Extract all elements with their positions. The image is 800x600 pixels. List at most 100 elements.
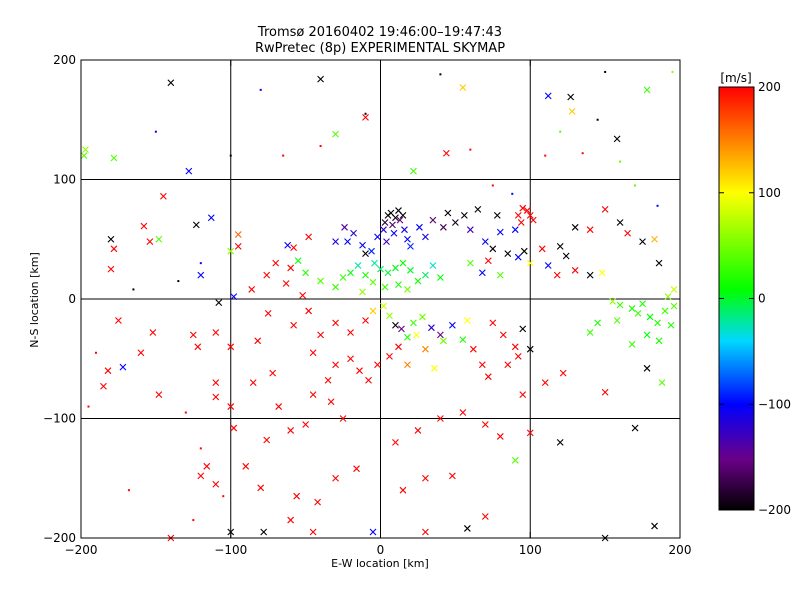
data-point-x-marker [82, 146, 89, 154]
data-point-x-marker [664, 293, 672, 300]
colorbar-tick-label: −100 [758, 397, 791, 411]
data-point-x-marker [369, 307, 377, 315]
data-point-x-marker [481, 513, 489, 520]
data-point-x-marker [511, 343, 519, 351]
data-point-x-marker [212, 329, 220, 336]
data-point-x-marker [332, 238, 339, 246]
data-point-x-marker [422, 233, 429, 241]
data-point-x-marker [429, 216, 437, 224]
y-axis-ticks: −200 −100 0 100 200 [43, 53, 680, 545]
data-point-x-marker [287, 516, 295, 524]
data-point-x-marker [242, 462, 250, 470]
data-point-x-marker [317, 277, 324, 285]
data-point-x-marker [484, 257, 492, 265]
y-tick-label: 0 [68, 292, 76, 306]
data-point-x-marker [478, 361, 486, 369]
data-point-x-marker [107, 265, 115, 273]
data-point-x-marker [254, 337, 262, 345]
data-point-x-marker [227, 247, 235, 255]
y-axis-label: N-S location [km] [28, 252, 41, 348]
data-point-x-marker [107, 235, 115, 243]
data-point-x-marker [302, 421, 310, 428]
data-point-x-marker [568, 107, 576, 115]
data-point-x-marker [661, 307, 669, 315]
data-point-x-marker [260, 528, 268, 536]
data-point-x-marker [499, 331, 507, 339]
data-point-x-marker [354, 262, 362, 269]
data-point-dot [559, 130, 562, 133]
data-point-x-marker [389, 221, 396, 229]
colorbar-tick-label: −200 [758, 503, 791, 517]
x-tick-label: 200 [669, 543, 692, 557]
data-point-dot [94, 351, 97, 354]
data-point-x-marker [332, 130, 339, 138]
data-point-x-marker [624, 229, 631, 237]
data-point-x-marker [556, 439, 564, 446]
data-point-x-marker [332, 283, 339, 291]
data-point-x-marker [399, 486, 407, 494]
plot-area: −200 −100 0 100 200 −200 −100 0 100 200 [43, 53, 691, 557]
data-point-x-marker [437, 274, 444, 281]
data-point-dot [282, 154, 285, 157]
data-point-x-marker [344, 238, 351, 246]
data-point-x-marker [643, 86, 651, 94]
data-point-x-marker [519, 325, 527, 333]
data-point-x-marker [339, 274, 347, 281]
data-point-x-marker [356, 367, 363, 375]
data-point-x-marker [514, 352, 522, 360]
data-point-x-marker [553, 271, 561, 279]
data-point-x-marker [504, 250, 512, 257]
data-point-x-marker [212, 393, 220, 401]
data-point-x-marker [293, 492, 301, 500]
data-point-x-marker [369, 278, 377, 286]
data-point-x-marker [309, 391, 317, 398]
data-point-x-marker [598, 269, 606, 277]
data-point-x-marker [443, 149, 450, 157]
data-point-x-marker [263, 436, 271, 444]
data-point-x-marker [658, 379, 666, 387]
data-point-x-marker [137, 349, 145, 357]
data-point-x-marker [230, 293, 238, 300]
data-point-x-marker [544, 262, 552, 269]
data-point-x-marker [451, 219, 459, 226]
data-point-x-marker [586, 226, 594, 234]
data-point-x-marker [567, 93, 575, 101]
data-point-x-marker [386, 312, 393, 320]
data-point-x-marker [643, 364, 651, 372]
data-point-x-marker [628, 341, 636, 348]
data-point-x-marker [192, 221, 200, 229]
data-point-x-marker [287, 264, 295, 272]
data-point-x-marker [341, 223, 348, 231]
data-point-x-marker [511, 456, 519, 464]
data-point-x-marker [404, 361, 411, 369]
data-point-x-marker [264, 309, 272, 317]
colorbar-label: [m/s] [720, 71, 751, 85]
data-point-x-marker [496, 271, 504, 279]
data-point-x-marker [404, 286, 411, 293]
x-tick-label: 100 [519, 543, 542, 557]
data-point-x-marker [440, 337, 447, 345]
data-point-x-marker [519, 204, 527, 212]
data-point-x-marker [407, 266, 414, 274]
data-point-x-marker [104, 367, 112, 375]
data-point-x-marker [459, 409, 467, 416]
data-point-x-marker [149, 329, 157, 336]
data-point-x-marker [422, 345, 429, 353]
data-point-x-marker [212, 379, 220, 387]
data-point-x-marker [362, 317, 369, 324]
data-point-x-marker [429, 262, 437, 269]
data-point-x-marker [631, 424, 639, 432]
data-point-x-marker [347, 355, 354, 363]
data-point-x-marker [317, 331, 324, 339]
data-point-x-marker [309, 528, 317, 536]
data-point-x-marker [159, 192, 167, 200]
data-point-x-marker [601, 388, 609, 396]
data-point-x-marker [484, 373, 492, 381]
data-point-x-marker [299, 292, 307, 299]
data-point-x-marker [463, 525, 471, 532]
y-tick-label: 200 [53, 53, 76, 67]
data-point-x-marker [414, 427, 422, 434]
data-point-x-marker [381, 219, 389, 226]
data-point-x-marker [556, 243, 564, 250]
